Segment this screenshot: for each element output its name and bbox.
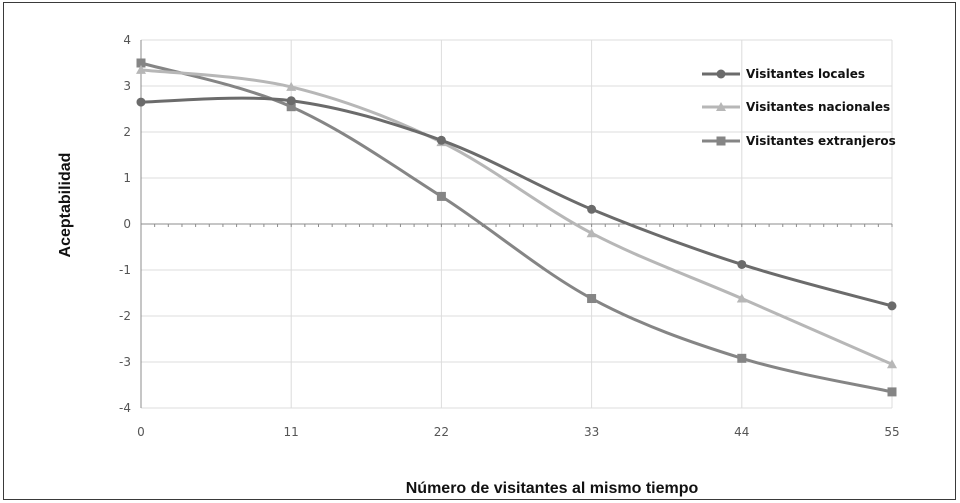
data-point: [436, 135, 446, 145]
series-lines: [140, 61, 893, 394]
legend-label: Visitantes locales: [746, 67, 865, 81]
legend-label: Visitantes nacionales: [746, 100, 890, 114]
y-tick-label: -3: [119, 355, 131, 369]
x-tick-labels: 0 11 22 33 44 55: [137, 425, 899, 439]
data-point: [136, 97, 146, 107]
legend-marker: [716, 136, 726, 146]
data-point: [737, 259, 747, 269]
y-tick-labels: 4 3 2 1 0 -1 -2 -3 -4: [119, 33, 131, 415]
series-line: [140, 96, 893, 308]
y-tick-label: 0: [123, 217, 131, 231]
data-point: [586, 228, 597, 238]
data-point: [286, 102, 296, 112]
series-markers: [136, 58, 897, 397]
series-line: [140, 68, 893, 366]
data-point: [587, 204, 597, 214]
x-axis-title: Número de visitantes al mismo tiempo: [406, 480, 699, 497]
y-tick-label: -2: [119, 309, 131, 323]
x-tick-label: 22: [434, 425, 449, 439]
series-line: [140, 61, 893, 394]
y-tick-label: -1: [119, 263, 131, 277]
data-point: [887, 359, 897, 369]
y-tick-label: 1: [123, 171, 131, 185]
legend-label: Visitantes extranjeros: [746, 134, 896, 148]
data-point: [887, 387, 897, 397]
data-point: [587, 294, 597, 304]
y-axis-title: Aceptabilidad: [57, 153, 74, 258]
x-tick-label: 44: [734, 425, 749, 439]
legend-marker: [716, 102, 726, 111]
data-point: [736, 293, 747, 303]
data-point: [737, 353, 747, 363]
x-tick-label: 33: [584, 425, 599, 439]
data-point: [286, 81, 297, 91]
axes: [140, 40, 893, 408]
y-tick-label: 4: [123, 33, 131, 47]
data-point: [887, 301, 897, 311]
data-point: [436, 191, 446, 201]
legend: Visitantes locales Visitantes nacionales V…: [702, 67, 896, 148]
data-point: [136, 64, 146, 74]
legend-marker: [716, 69, 726, 79]
data-point: [136, 58, 146, 68]
x-tick-label: 11: [284, 425, 299, 439]
chart-frame: [3, 2, 956, 500]
y-tick-label: 3: [123, 79, 131, 93]
data-point: [286, 96, 296, 106]
y-tick-label: 2: [123, 125, 131, 139]
y-tick-label: -4: [119, 401, 131, 415]
x-tick-label: 55: [884, 425, 899, 439]
x-tick-label: 0: [137, 425, 145, 439]
